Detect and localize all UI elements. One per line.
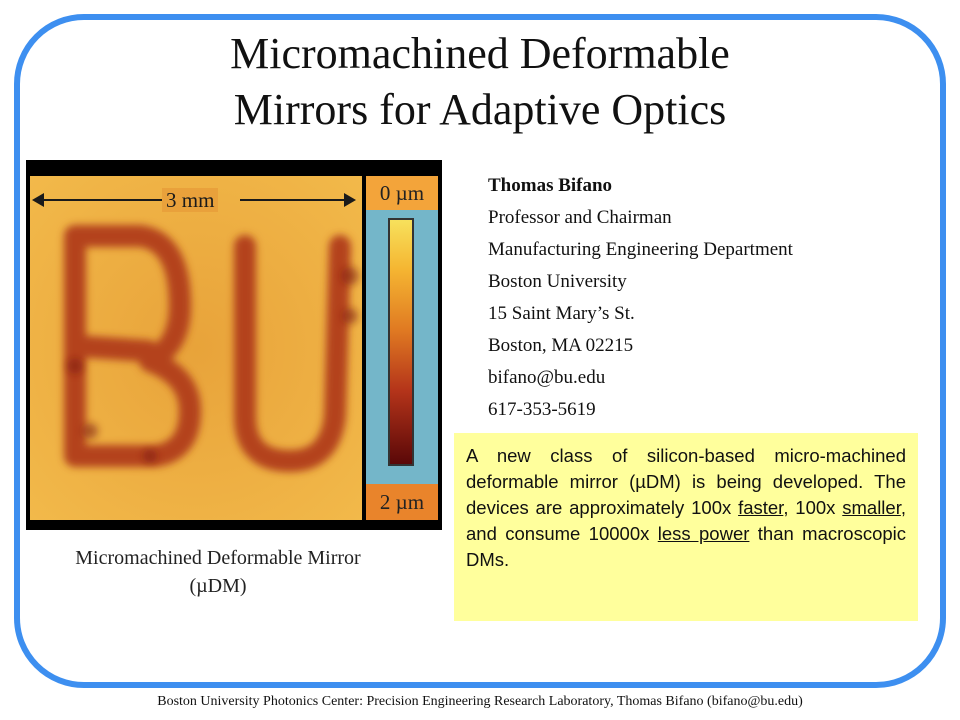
slide-title: Micromachined Deformable Mirrors for Ada… bbox=[0, 26, 960, 138]
arrow-right-icon bbox=[344, 193, 356, 207]
contact-city: Boston, MA 02215 bbox=[488, 335, 634, 356]
arrow-left-icon bbox=[32, 193, 44, 207]
figure-caption: Micromachined Deformable Mirror (µDM) bbox=[28, 544, 408, 600]
description-part-1: A new class of silicon-based micro-machi… bbox=[466, 445, 906, 518]
letter-u-shape bbox=[234, 235, 351, 472]
contact-name: Thomas Bifano bbox=[488, 175, 613, 196]
description-less-power: less power bbox=[657, 523, 750, 544]
description-part-2: , 100x bbox=[783, 497, 843, 518]
contact-street: 15 Saint Mary’s St. bbox=[488, 303, 635, 324]
contact-block: Thomas Bifano Professor and Chairman Man… bbox=[488, 170, 793, 426]
depth-gradient-bar bbox=[388, 218, 414, 466]
contact-email[interactable]: bifano@bu.edu bbox=[488, 367, 606, 388]
description-part-4: than macroscopic DMs. bbox=[466, 523, 907, 570]
depth-top-label: 0 µm bbox=[366, 176, 438, 210]
caption-line-1: Micromachined Deformable Mirror bbox=[75, 547, 361, 569]
description-box: A new class of silicon-based micro-machi… bbox=[454, 433, 918, 621]
description-faster: faster bbox=[738, 497, 784, 518]
title-line-1: Micromachined Deformable bbox=[230, 29, 730, 78]
mirror-surface-heatmap bbox=[30, 176, 362, 520]
description-smaller: smaller bbox=[842, 497, 901, 518]
contact-department: Manufacturing Engineering Department bbox=[488, 239, 793, 260]
contact-title: Professor and Chairman bbox=[488, 207, 672, 228]
mirror-image-panel: 0 µm 2 µm bbox=[26, 160, 442, 530]
contact-university: Boston University bbox=[488, 271, 627, 292]
slide-frame bbox=[14, 14, 946, 688]
letter-b-mid bbox=[64, 335, 159, 362]
depth-colorbar: 0 µm 2 µm bbox=[366, 176, 438, 520]
slide-footer: Boston University Photonics Center: Prec… bbox=[157, 694, 803, 709]
description-part-3: , and consume 10000x bbox=[466, 497, 906, 544]
scale-arrow-line-left bbox=[42, 199, 162, 201]
depth-bottom-label: 2 µm bbox=[366, 484, 438, 520]
heatmap-graphic bbox=[30, 176, 362, 520]
contact-phone: 617-353-5619 bbox=[488, 399, 596, 420]
scale-label: 3 mm bbox=[162, 188, 219, 212]
caption-line-2: (µDM) bbox=[189, 575, 247, 597]
scale-arrow-line-right bbox=[240, 199, 346, 201]
title-line-2: Mirrors for Adaptive Optics bbox=[233, 85, 727, 134]
